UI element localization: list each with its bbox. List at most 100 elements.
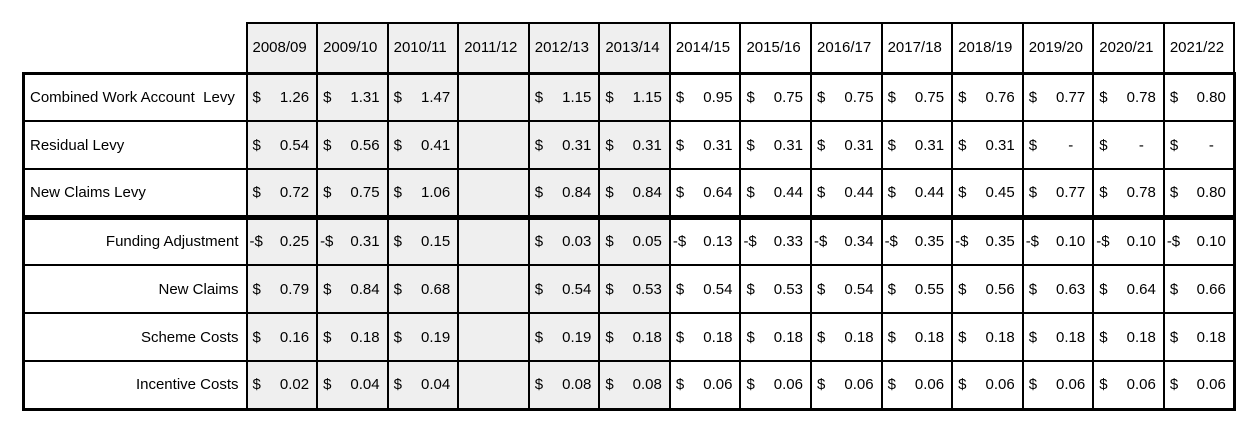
currency-prefix: $	[817, 88, 826, 106]
data-cell: $0.31	[739, 120, 812, 170]
currency-prefix: $	[1169, 88, 1179, 106]
year-header: 2015/16	[739, 22, 812, 74]
currency-prefix: $	[393, 328, 402, 346]
currency-prefix: $	[605, 183, 614, 201]
cell-value: 0.16	[279, 328, 310, 346]
cell-value: 0.54	[844, 280, 874, 298]
cell-value: -	[1138, 136, 1144, 154]
cell-value: 0.35	[914, 233, 945, 251]
currency-prefix: $	[958, 183, 967, 201]
currency-prefix: $	[605, 136, 614, 154]
data-cell: $0.76	[951, 71, 1024, 122]
year-header: 2014/15	[668, 22, 742, 74]
data-cell: $0.18	[598, 312, 671, 362]
data-cell: $0.06	[1162, 360, 1236, 411]
cell-value: 0.06	[914, 376, 945, 394]
currency-prefix: $	[675, 183, 685, 201]
data-cell: $0.84	[316, 264, 389, 314]
currency-prefix: $	[534, 328, 544, 346]
data-cell: $0.31	[951, 120, 1024, 170]
data-cell: $0.31	[880, 120, 954, 170]
row-label: Scheme Costs	[22, 312, 248, 362]
cell-value: 0.33	[773, 233, 803, 251]
cell-value: 0.35	[985, 233, 1015, 251]
data-cell: $0.18	[739, 312, 812, 362]
year-header: 2010/11	[386, 22, 460, 74]
data-cell: $0.18	[1092, 312, 1165, 362]
row-label: New Claims Levy	[22, 168, 248, 220]
row-label: New Claims	[22, 264, 248, 314]
cell-value: 0.06	[844, 376, 874, 394]
data-cell: $0.72	[245, 168, 319, 220]
table-row: Residual Levy $0.54 $0.56 $0.41 $0.31 $0.31 $0…	[22, 120, 1236, 170]
empty-cell	[457, 216, 530, 266]
currency-prefix: $	[746, 328, 755, 346]
currency-prefix: -$	[884, 233, 898, 251]
cell-value: 0.19	[420, 328, 451, 346]
currency-prefix: -$	[320, 233, 334, 251]
data-cell: $1.26	[245, 71, 319, 122]
currency-prefix: $	[675, 280, 685, 298]
currency-prefix: $	[393, 183, 402, 201]
currency-prefix: $	[252, 183, 261, 201]
cell-value: 0.44	[773, 183, 803, 201]
currency-prefix: $	[252, 136, 261, 154]
year-header: 2019/20	[1021, 22, 1095, 74]
cell-value: 0.18	[703, 328, 733, 346]
data-cell: $0.18	[1162, 312, 1236, 362]
data-cell: -$ 0.35	[880, 216, 954, 266]
currency-prefix: $	[1099, 183, 1108, 201]
currency-prefix: $	[958, 88, 967, 106]
cell-value: 1.26	[279, 88, 310, 106]
year-header: 2009/10	[316, 22, 389, 74]
cell-value: 0.18	[1196, 328, 1226, 346]
currency-prefix: $	[887, 88, 896, 106]
currency-prefix: $	[323, 280, 332, 298]
cell-value: 0.54	[562, 280, 592, 298]
cell-value: 0.34	[844, 233, 874, 251]
data-cell: $0.31	[810, 120, 883, 170]
cell-value: 0.78	[1126, 183, 1156, 201]
cell-value: 0.06	[1056, 376, 1086, 394]
data-cell: $0.04	[316, 360, 389, 411]
data-cell: $0.78	[1092, 168, 1165, 220]
currency-prefix: $	[393, 233, 402, 251]
data-cell: $0.06	[668, 360, 742, 411]
cell-value: 0.31	[844, 136, 874, 154]
data-cell: $0.05	[598, 216, 671, 266]
table-row: New Claims Levy $0.72 $0.75 $1.06 $0.84 $0.84…	[22, 168, 1236, 220]
table-row: New Claims $0.79 $0.84 $0.68 $0.54 $0.53 $0.54…	[22, 264, 1236, 314]
currency-prefix: $	[1169, 328, 1179, 346]
currency-prefix: $	[605, 88, 614, 106]
cell-value: 0.84	[632, 183, 662, 201]
data-cell: $0.64	[668, 168, 742, 220]
table-row: Funding Adjustment -$ 0.25 -$ 0.31 $0.15 $0.03…	[22, 216, 1236, 266]
year-header: 2011/12	[457, 22, 530, 74]
currency-prefix: $	[746, 88, 755, 106]
currency-prefix: $	[887, 136, 896, 154]
data-cell: $0.54	[245, 120, 319, 170]
currency-prefix: $	[746, 280, 755, 298]
data-cell: $0.15	[386, 216, 460, 266]
cell-value: -	[1208, 136, 1214, 154]
cell-value: 1.15	[562, 88, 592, 106]
cell-value: 0.18	[985, 328, 1015, 346]
data-cell: -$ 0.25	[245, 216, 319, 266]
cell-value: 0.18	[1056, 328, 1086, 346]
currency-prefix: $	[252, 328, 261, 346]
currency-prefix: $	[1099, 280, 1108, 298]
currency-prefix: $	[817, 328, 826, 346]
data-cell: $0.54	[527, 264, 601, 314]
data-cell: $0.31	[598, 120, 671, 170]
currency-prefix: $	[323, 136, 332, 154]
currency-prefix: $	[746, 136, 755, 154]
data-cell: $0.53	[598, 264, 671, 314]
currency-prefix: -$	[1096, 233, 1110, 251]
cell-value: 0.56	[985, 280, 1015, 298]
data-cell: $0.78	[1092, 71, 1165, 122]
data-cell: $0.68	[386, 264, 460, 314]
cell-value: 0.06	[985, 376, 1015, 394]
cell-value: 0.68	[420, 280, 451, 298]
year-header: 2018/19	[951, 22, 1024, 74]
currency-prefix: $	[1028, 88, 1038, 106]
